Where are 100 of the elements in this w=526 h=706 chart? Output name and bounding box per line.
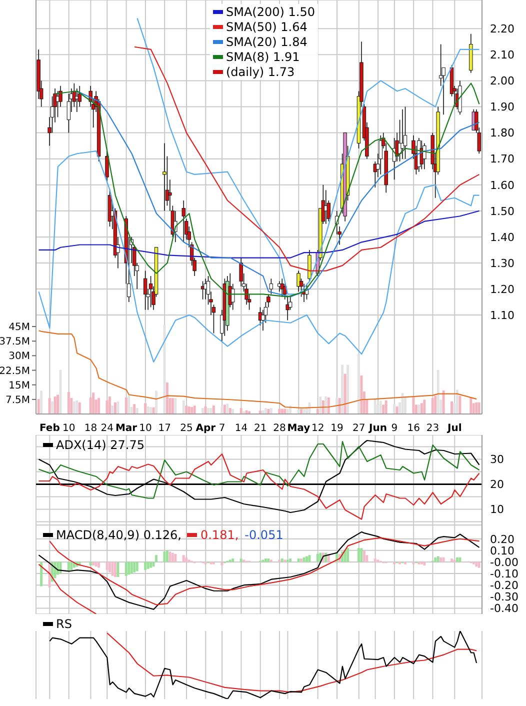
bar [316, 554, 319, 562]
bar [436, 556, 440, 562]
y-tick-label: -0.10 [490, 567, 518, 580]
bar [128, 396, 130, 414]
bar [360, 376, 363, 414]
y-tick-label: 1.50 [490, 204, 514, 218]
bar [232, 408, 234, 414]
bar [300, 558, 303, 562]
y-tick-label: 1.70 [490, 152, 514, 166]
bar [360, 548, 363, 562]
x-tick-label: 18 [84, 423, 98, 434]
bar [420, 562, 423, 564]
x-tick-label: 23 [426, 423, 440, 434]
bar [358, 548, 360, 562]
bar [188, 406, 190, 414]
bar [398, 562, 402, 564]
bar [267, 408, 270, 414]
bar [270, 408, 272, 414]
y2-tick-label: 7.5M [5, 394, 30, 406]
bar [393, 562, 396, 564]
bar [210, 408, 212, 414]
bar [393, 404, 396, 414]
bar [223, 404, 226, 414]
bar [418, 562, 420, 564]
bar [450, 558, 453, 562]
bar [475, 562, 478, 567]
legend-label: RS [56, 617, 72, 631]
bar [319, 396, 322, 414]
x-tick-label: 9 [391, 423, 398, 434]
bar [418, 404, 420, 414]
bar [174, 398, 177, 414]
bar [280, 558, 284, 562]
candlestick [231, 283, 235, 310]
y-tick-label: -0.20 [490, 579, 518, 592]
bar [152, 562, 155, 567]
bar [316, 408, 319, 414]
bar [171, 398, 174, 414]
bar [163, 324, 166, 414]
bar [382, 404, 385, 414]
bar [472, 562, 475, 564]
x-tick-label: 19 [330, 423, 344, 434]
y2-tick-label: 45M [8, 322, 30, 334]
bar [297, 558, 300, 562]
bar [436, 370, 440, 414]
bar [128, 562, 130, 575]
x-tick-label: May [287, 423, 311, 434]
bar [171, 552, 174, 562]
bar [306, 556, 308, 562]
bar [130, 562, 133, 574]
x-tick-label: 10 [139, 423, 152, 434]
bar [226, 404, 229, 414]
legend-label: ADX(14) 27.75 [56, 438, 144, 452]
x-tick-label: 12 [311, 423, 324, 434]
legend-label: MACD(8,40,9) 0.126, [56, 528, 182, 542]
bar [297, 410, 300, 414]
bar [146, 406, 150, 414]
bar [404, 562, 406, 564]
series-label: -0.051 [244, 528, 284, 542]
bar [344, 374, 346, 414]
bar [150, 562, 152, 568]
legend-label: (daily) 1.73 [226, 65, 295, 79]
bar [362, 550, 366, 562]
bar [168, 552, 172, 562]
y-tick-label: 1.10 [490, 308, 514, 322]
y-tick-label: 2.00 [490, 74, 514, 88]
candlestick [269, 278, 274, 295]
bar [240, 558, 242, 562]
bar [212, 405, 215, 414]
bar [133, 562, 136, 572]
bar [220, 562, 224, 566]
y-tick-label: 20 [490, 478, 504, 492]
bar [185, 406, 188, 414]
legend-label: SMA(50) 1.64 [226, 20, 308, 34]
bar [423, 400, 426, 414]
bar [327, 397, 330, 414]
x-tick-label: 27 [352, 423, 366, 434]
bar [207, 408, 210, 414]
y-tick-label: -0.30 [490, 590, 518, 604]
y2-tick-label: 15M [8, 380, 30, 392]
bar [420, 403, 423, 414]
bar [136, 408, 138, 414]
bar [144, 562, 147, 570]
bar [396, 406, 398, 414]
y-tick-label: 1.40 [490, 230, 514, 244]
y-tick-label: 1.60 [490, 178, 514, 192]
bar [124, 397, 128, 414]
bar [442, 390, 445, 414]
bar [136, 562, 138, 572]
bar [182, 400, 185, 414]
bar [423, 562, 426, 566]
candlestick [182, 200, 186, 243]
bar [300, 408, 303, 414]
bar [412, 562, 415, 564]
x-tick-label: Jun [368, 423, 388, 434]
legend-label: SMA(20) 1.84 [226, 35, 308, 49]
y2-tick-label: 37.5M [0, 336, 30, 348]
candlestick [162, 142, 166, 212]
bar [163, 552, 166, 562]
y2-tick-label: 30M [8, 351, 30, 362]
candlestick [148, 276, 153, 308]
